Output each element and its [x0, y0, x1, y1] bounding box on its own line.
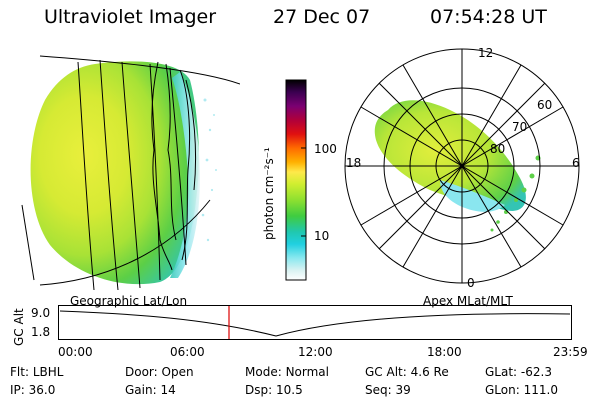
polar-grid	[344, 48, 580, 284]
status-glon-label: GLon:	[485, 383, 520, 397]
auroral-oval	[374, 100, 541, 232]
colorbar-tick-label-10: 10	[314, 229, 330, 243]
altitude-plot	[58, 305, 572, 340]
status-dsp-value: 10.5	[275, 383, 303, 397]
status-gain-value: 14	[160, 383, 176, 397]
status-dsp-label: Dsp:	[245, 383, 273, 397]
status-seq-label: Seq:	[365, 383, 392, 397]
coastline	[151, 61, 197, 271]
mlat-label-80: 80	[490, 142, 506, 156]
status-dsp: Dsp: 10.5	[245, 383, 303, 397]
status-filter-label: Flt:	[10, 365, 29, 379]
mlt-label-18: 18	[346, 156, 362, 170]
status-mode: Mode: Normal	[245, 365, 329, 379]
status-mode-value: Normal	[285, 365, 329, 379]
status-gain: Gain: 14	[125, 383, 176, 397]
time-tick-18-00: 18:00	[427, 345, 462, 359]
status-glat-label: GLat:	[485, 365, 518, 379]
altitude-tick-9-0: 9.0	[31, 306, 51, 320]
geographic-grid	[21, 55, 240, 291]
status-glat-value: -62.3	[520, 365, 552, 379]
status-gc-alt: GC Alt: 4.6 Re	[365, 365, 449, 379]
status-ip-value: 36.0	[28, 383, 56, 397]
status-seq-value: 39	[395, 383, 411, 397]
altitude-tick-1-8: 1.8	[31, 325, 51, 339]
status-gc-alt-label: GC Alt:	[365, 365, 407, 379]
colorbar-tick-label-100: 100	[314, 142, 337, 156]
time-tick-06-00: 06:00	[170, 345, 205, 359]
mlt-label-12: 12	[478, 46, 494, 60]
altitude-plot-frame	[58, 305, 572, 340]
status-gain-label: Gain:	[125, 383, 157, 397]
status-ip: IP: 36.0	[10, 383, 55, 397]
mlt-label-0: 0	[467, 276, 475, 290]
status-door: Door: Open	[125, 365, 194, 379]
status-glat: GLat: -62.3	[485, 365, 552, 379]
colorbar	[285, 79, 307, 281]
time-tick-23-59: 23:59	[553, 345, 588, 359]
polar-caption: Apex MLat/MLT	[423, 294, 513, 308]
status-gc-alt-value: 4.6 Re	[410, 365, 449, 379]
mlat-label-70: 70	[512, 120, 528, 134]
status-seq: Seq: 39	[365, 383, 411, 397]
colorbar-gradient	[285, 79, 307, 281]
polar-plot-panel	[344, 48, 580, 284]
status-glon: GLon: 111.0	[485, 383, 558, 397]
globe-emission	[30, 61, 217, 285]
mlt-label-6: 6	[572, 156, 580, 170]
time-tick-00-00: 00:00	[58, 345, 93, 359]
observation-time: 07:54:28 UT	[430, 6, 547, 28]
time-tick-12-00: 12:00	[298, 345, 333, 359]
status-filter: Flt: LBHL	[10, 365, 63, 379]
status-glon-value: 111.0	[523, 383, 558, 397]
status-door-value: Open	[161, 365, 194, 379]
altitude-axis-label: GC Alt	[12, 308, 26, 346]
instrument-title: Ultraviolet Imager	[44, 6, 217, 28]
mlat-label-60: 60	[537, 98, 553, 112]
altitude-curve	[59, 310, 571, 337]
observation-date: 27 Dec 07	[273, 6, 371, 28]
status-ip-label: IP:	[10, 383, 25, 397]
globe-caption: Geographic Lat/Lon	[70, 294, 188, 308]
globe-image-panel	[21, 55, 240, 291]
colorbar-label: photon cm⁻²s⁻¹	[262, 147, 276, 240]
status-door-label: Door:	[125, 365, 158, 379]
status-filter-value: LBHL	[32, 365, 64, 379]
status-mode-label: Mode:	[245, 365, 282, 379]
